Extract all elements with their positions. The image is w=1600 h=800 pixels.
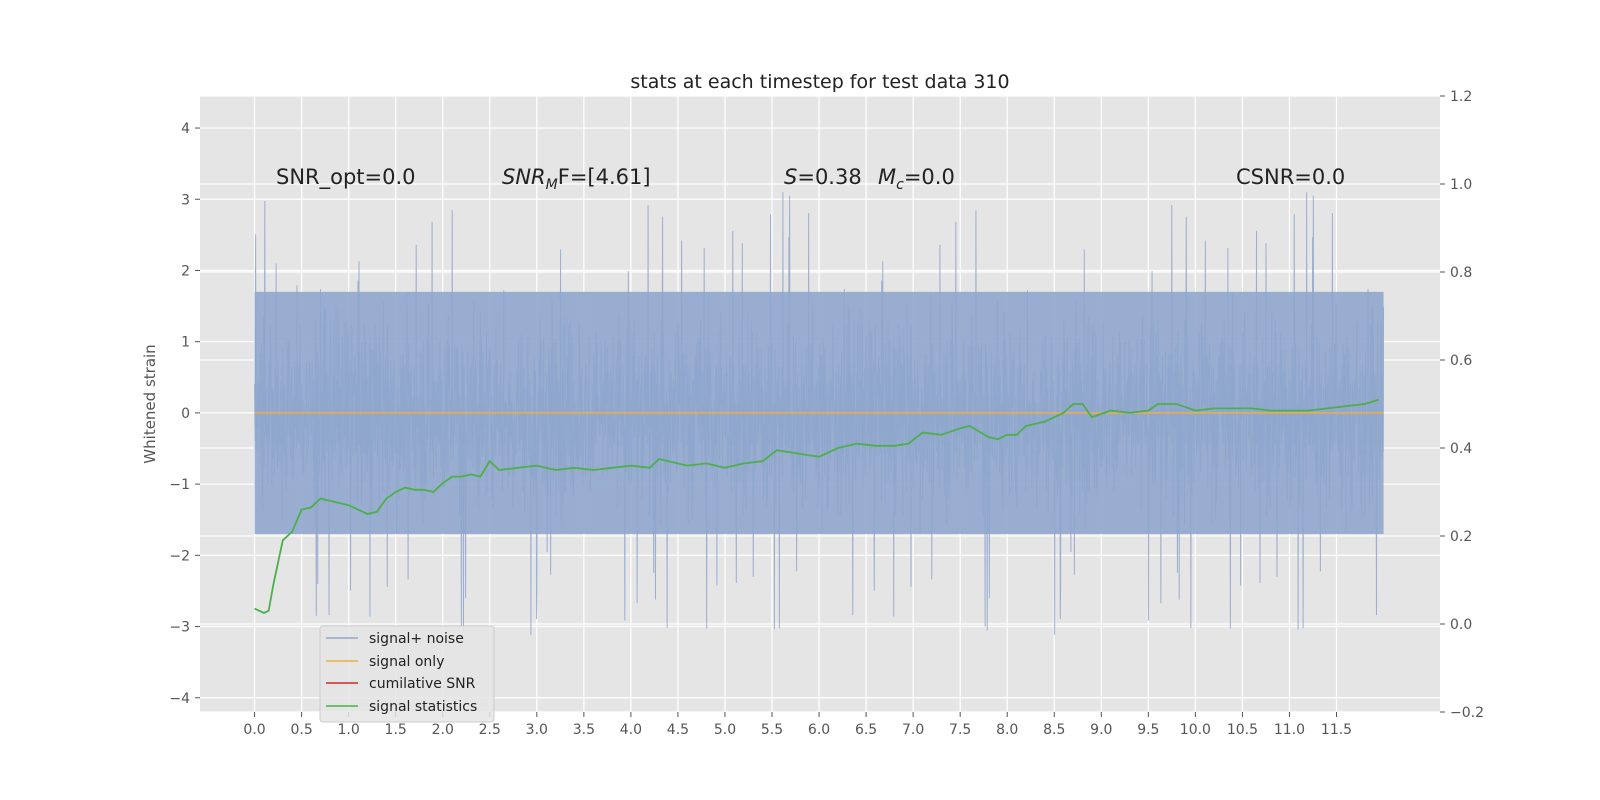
annotation-snr-mf-base: SNR: [502, 165, 546, 189]
y-axis-label: Whitened strain: [141, 344, 159, 463]
annotation-mc-sub: c: [896, 177, 904, 193]
legend-label-signal-only: signal only: [369, 654, 444, 670]
x-tick-label: 7.0: [902, 722, 924, 738]
x-tick-label: 2.5: [479, 722, 501, 738]
x-tick-label: 4.0: [620, 722, 642, 738]
x-tick-label: 11.0: [1274, 722, 1305, 738]
annotation-s-value: =0.38: [797, 165, 861, 189]
x-tick-label: 6.5: [855, 722, 877, 738]
x-tick-label: 1.5: [385, 722, 407, 738]
x-tick-label: 5.5: [761, 722, 783, 738]
y-tick-label: 3: [181, 192, 190, 208]
x-tick-label: 8.0: [996, 722, 1018, 738]
annotation-s: S=0.38: [784, 165, 862, 189]
chart-title: stats at each timestep for test data 310: [630, 71, 1009, 93]
x-tick-label: 7.5: [949, 722, 971, 738]
y-tick-label: −2: [169, 548, 190, 564]
x-tick-label: 10.5: [1227, 722, 1258, 738]
annotation-csnr: CSNR=0.0: [1236, 165, 1345, 189]
annotation-mc-base: M: [878, 165, 896, 189]
annotation-mc: Mc=0.0: [878, 165, 955, 193]
x-tick-label: 9.5: [1137, 722, 1159, 738]
x-tick-label: 5.0: [714, 722, 736, 738]
y-tick-label: −3: [169, 620, 190, 636]
y2-tick-label: 1.0: [1450, 177, 1472, 193]
x-tick-label: 10.0: [1180, 722, 1211, 738]
annotation-mc-value: =0.0: [904, 165, 955, 189]
legend-box: [319, 625, 495, 723]
x-tick-label: 2.0: [432, 722, 454, 738]
x-tick-label: 11.5: [1321, 722, 1352, 738]
x-tick-label: 8.5: [1043, 722, 1065, 738]
annotation-snr-mf: SNRMF=[4.61]: [502, 165, 651, 193]
x-tick-label: 9.0: [1090, 722, 1112, 738]
y2-tick-label: 1.2: [1450, 89, 1472, 105]
x-tick-label: 6.0: [808, 722, 830, 738]
annotation-s-label: S: [784, 165, 797, 189]
y-tick-label: −1: [169, 477, 190, 493]
annotation-snr-mf-sub: M: [546, 177, 558, 193]
x-axis-ticks: 0.0 0.5 1.0 1.5 2.0 2.5 3.0 3.5 4.0 4.5 5.0 5.5 6.0 6…: [243, 712, 1352, 738]
signal-statistics-line: [254, 398, 1380, 614]
y2-tick-label: 0.8: [1450, 265, 1472, 281]
x-tick-label: 3.5: [573, 722, 595, 738]
x-tick-label: 4.5: [667, 722, 689, 738]
annotation-snr-mf-rest: F=[4.61]: [558, 165, 651, 189]
y2-axis-ticks: −0.2 0.0 0.2 0.4 0.6 0.8 1.0 1.2: [1440, 89, 1484, 721]
annotation-snr-opt: SNR_opt=0.0: [276, 165, 416, 190]
y-tick-label: 4: [181, 121, 190, 137]
x-tick-label: 0.5: [290, 722, 312, 738]
legend-label-cumilative-snr: cumilative SNR: [369, 676, 476, 692]
legend-label-signal-statistics: signal statistics: [369, 699, 477, 715]
y-tick-label: 2: [181, 263, 190, 279]
y-tick-label: 0: [181, 406, 190, 422]
y2-tick-label: −0.2: [1450, 705, 1484, 721]
y-tick-label: −4: [169, 691, 190, 707]
x-tick-label: 0.0: [243, 722, 265, 738]
series-lines: [254, 398, 1384, 614]
y2-tick-label: 0.0: [1450, 617, 1472, 633]
y-tick-label: 1: [181, 335, 190, 351]
y2-tick-label: 0.4: [1450, 441, 1472, 457]
legend: signal+ noise signal only cumilative SNR…: [319, 625, 495, 723]
y2-tick-label: 0.6: [1450, 353, 1472, 369]
x-tick-label: 3.0: [526, 722, 548, 738]
y-axis-ticks: −4 −3 −2 −1 0 1 2 3 4: [169, 121, 200, 707]
legend-label-signal-plus-noise: signal+ noise: [369, 631, 464, 647]
y2-tick-label: 0.2: [1450, 529, 1472, 545]
x-tick-label: 1.0: [338, 722, 360, 738]
